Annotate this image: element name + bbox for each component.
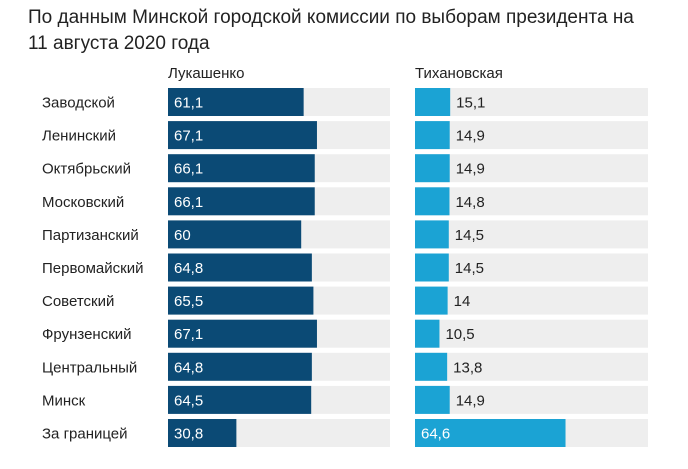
bar-0-0 <box>168 88 304 116</box>
category-label-10: За границей <box>42 426 128 443</box>
bar-0-5 <box>168 253 312 282</box>
bar-track-1-9 <box>415 385 648 414</box>
value-label-0-10: 30,8 <box>174 426 203 443</box>
bar-1-0 <box>415 88 451 116</box>
bar-1-9 <box>415 385 450 414</box>
bar-0-8 <box>168 352 312 381</box>
value-label-1-7: 10,5 <box>445 326 474 343</box>
bar-track-1-1 <box>415 121 648 150</box>
value-label-1-6: 14 <box>454 293 471 310</box>
bar-track-1-4 <box>415 220 648 249</box>
category-label-7: Фрунзенский <box>42 326 132 343</box>
bar-1-5 <box>415 253 449 282</box>
value-label-1-8: 13,8 <box>453 359 482 376</box>
bar-0-10 <box>168 419 237 447</box>
bar-track-1-6 <box>415 286 648 315</box>
value-label-0-0: 61,1 <box>174 95 203 112</box>
value-label-1-9: 14,9 <box>456 392 485 409</box>
bar-1-10 <box>415 419 566 447</box>
bar-1-7 <box>415 319 440 348</box>
value-label-1-3: 14,8 <box>455 194 484 211</box>
category-label-6: Советский <box>42 293 114 310</box>
chart-title: По данным Минской городской комиссии по … <box>28 5 668 57</box>
value-label-0-2: 66,1 <box>174 161 203 178</box>
bar-track-1-2 <box>415 154 648 183</box>
series-header-1: Тихановская <box>415 65 503 82</box>
bar-1-3 <box>415 187 450 216</box>
bar-0-3 <box>168 187 315 216</box>
bar-1-6 <box>415 286 448 315</box>
bar-1-4 <box>415 220 449 249</box>
category-label-0: Заводской <box>42 95 115 112</box>
value-label-0-5: 64,8 <box>174 260 203 277</box>
bar-0-6 <box>168 286 314 315</box>
bar-1-1 <box>415 121 450 150</box>
category-label-4: Партизанский <box>42 227 139 244</box>
value-label-1-1: 14,9 <box>456 128 485 145</box>
value-label-1-5: 14,5 <box>455 260 484 277</box>
value-label-0-8: 64,8 <box>174 359 203 376</box>
bar-track-1-7 <box>415 319 648 348</box>
series-header-0: Лукашенко <box>168 65 244 82</box>
bar-track-1-5 <box>415 253 648 282</box>
category-label-1: Ленинский <box>42 128 116 145</box>
bar-1-8 <box>415 352 448 381</box>
bar-track-1-3 <box>415 187 648 216</box>
category-label-2: Октябрьский <box>42 161 131 178</box>
value-label-1-10: 64,6 <box>421 426 450 443</box>
value-label-1-0: 15,1 <box>456 95 485 112</box>
category-label-8: Центральный <box>42 359 137 376</box>
value-label-0-4: 60 <box>174 227 191 244</box>
bar-0-2 <box>168 154 315 183</box>
bar-0-1 <box>168 121 317 150</box>
chart-title-line-2: 11 августа 2020 года <box>28 33 210 54</box>
bar-0-7 <box>168 319 317 348</box>
category-label-5: Первомайский <box>42 260 143 277</box>
value-label-0-7: 67,1 <box>174 326 203 343</box>
value-label-1-4: 14,5 <box>455 227 484 244</box>
bar-track-1-8 <box>415 352 648 381</box>
bar-0-4 <box>168 220 302 249</box>
value-label-0-1: 67,1 <box>174 128 203 145</box>
bar-0-9 <box>168 385 312 414</box>
value-label-1-2: 14,9 <box>456 161 485 178</box>
category-label-9: Минск <box>42 392 86 409</box>
bar-1-2 <box>415 154 450 183</box>
value-label-0-6: 65,5 <box>174 293 203 310</box>
chart-title-line-1: По данным Минской городской комиссии по … <box>28 7 634 28</box>
category-label-3: Московский <box>42 194 124 211</box>
value-label-0-3: 66,1 <box>174 194 203 211</box>
value-label-0-9: 64,5 <box>174 392 203 409</box>
bar-track-1-0 <box>415 88 648 116</box>
